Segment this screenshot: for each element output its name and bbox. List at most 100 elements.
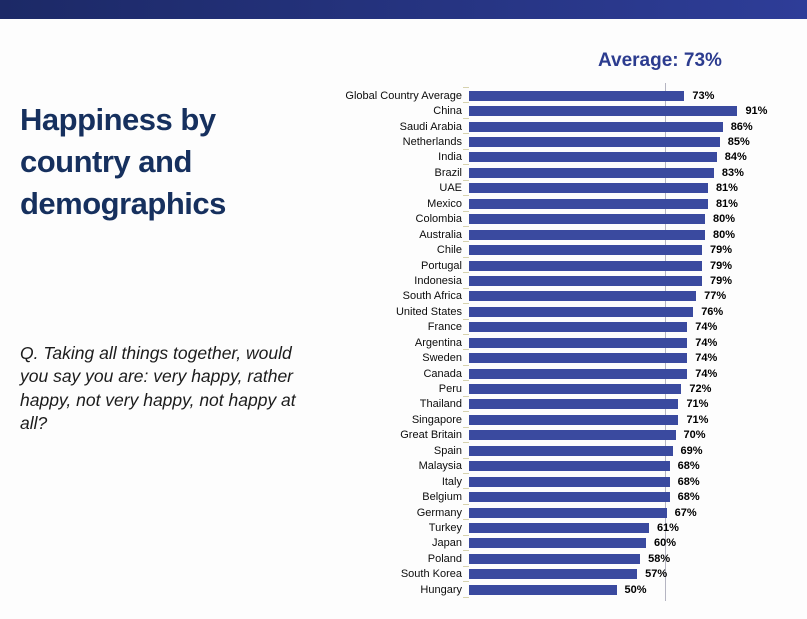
chart-row: Canada 74% xyxy=(336,364,801,381)
country-label: Spain xyxy=(433,444,462,457)
bar xyxy=(469,306,694,317)
bar xyxy=(469,291,697,302)
country-label: Netherlands xyxy=(402,136,462,149)
value-label: 67% xyxy=(674,506,697,519)
bar xyxy=(469,183,708,194)
country-label: Australia xyxy=(419,228,462,241)
chart-row: Hungary 50% xyxy=(336,580,801,599)
value-label: 86% xyxy=(730,120,753,133)
bar xyxy=(469,121,723,132)
value-label: 79% xyxy=(710,274,733,287)
chart-row: Argentina 74% xyxy=(336,333,801,350)
value-label: 81% xyxy=(715,182,738,195)
country-label: Argentina xyxy=(414,336,462,349)
country-label: Germany xyxy=(416,506,462,519)
value-label: 80% xyxy=(713,213,736,226)
bar xyxy=(469,384,682,395)
chart-row: Singapore 71% xyxy=(336,411,801,427)
country-label: Great Britain xyxy=(400,429,462,442)
country-label: Brazil xyxy=(434,166,462,179)
chart-row: Sweden 74% xyxy=(336,349,801,365)
country-label: Global Country Average xyxy=(345,89,462,102)
chart-row: South Africa 77% xyxy=(336,287,801,304)
country-label: Japan xyxy=(432,537,462,550)
bar xyxy=(469,445,673,456)
bar xyxy=(469,569,638,580)
value-label: 71% xyxy=(686,398,709,411)
bar xyxy=(469,198,708,209)
country-label: Canada xyxy=(423,367,462,380)
top-banner xyxy=(0,0,807,19)
country-label: Singapore xyxy=(411,413,462,426)
chart-row: Spain 69% xyxy=(336,442,801,458)
survey-question-text: Q. Taking all things together, would you… xyxy=(20,342,296,434)
value-label: 72% xyxy=(689,383,712,396)
country-label: Colombia xyxy=(415,213,462,226)
chart-row: United States 76% xyxy=(336,303,801,319)
chart-row: Colombia 80% xyxy=(336,210,801,227)
bar xyxy=(469,507,667,518)
country-label: South Korea xyxy=(400,568,462,581)
value-label: 76% xyxy=(701,305,724,318)
chart-row: Australia 80% xyxy=(336,225,801,242)
chart-row: Italy 68% xyxy=(336,472,801,489)
country-label: Peru xyxy=(438,383,462,396)
value-label: 68% xyxy=(677,491,700,504)
value-label: 79% xyxy=(710,244,733,257)
country-label: Sweden xyxy=(422,352,462,365)
bar xyxy=(469,167,714,178)
bar xyxy=(469,353,688,364)
country-label: India xyxy=(438,151,462,164)
country-label: China xyxy=(433,105,462,118)
value-label: 79% xyxy=(710,259,733,272)
bar xyxy=(469,414,679,425)
bar xyxy=(469,492,670,503)
country-label: Hungary xyxy=(420,583,462,596)
bar xyxy=(469,275,703,286)
page-title: Happiness by country and demographics xyxy=(20,101,226,221)
chart-row: Belgium 68% xyxy=(336,488,801,504)
country-label: Saudi Arabia xyxy=(399,120,462,133)
chart-row: Thailand 71% xyxy=(336,395,801,412)
chart-row: Germany 67% xyxy=(336,503,801,520)
bar xyxy=(469,368,688,379)
average-value-label: Average: 73% xyxy=(598,50,722,71)
country-label: Turkey xyxy=(428,521,462,534)
country-label: Poland xyxy=(427,552,462,565)
chart-row: Peru 72% xyxy=(336,380,801,396)
chart-row: Japan 60% xyxy=(336,534,801,551)
value-label: 61% xyxy=(656,521,679,534)
bar xyxy=(469,90,685,101)
chart-row: Saudi Arabia 86% xyxy=(336,117,801,134)
country-label: UAE xyxy=(439,182,462,195)
value-label: 69% xyxy=(680,444,703,457)
value-label: 58% xyxy=(648,552,671,565)
bar xyxy=(469,553,641,564)
country-label: Italy xyxy=(441,475,462,488)
bar xyxy=(469,245,703,256)
value-label: 57% xyxy=(645,568,668,581)
chart-row: China 91% xyxy=(336,102,801,118)
value-label: 80% xyxy=(713,228,736,241)
chart-row: UAE 81% xyxy=(336,179,801,196)
country-label: Portugal xyxy=(421,259,462,272)
value-label: 77% xyxy=(704,290,727,303)
value-label: 74% xyxy=(695,321,718,334)
bar xyxy=(469,461,670,472)
bar xyxy=(469,152,717,163)
country-label: Chile xyxy=(436,244,462,257)
value-label: 68% xyxy=(677,475,700,488)
country-label: Thailand xyxy=(419,398,462,411)
value-label: 85% xyxy=(727,136,750,149)
chart-row: Netherlands 85% xyxy=(336,133,801,149)
value-label: 71% xyxy=(686,413,709,426)
chart-row: Turkey 61% xyxy=(336,519,801,535)
country-label: Indonesia xyxy=(414,274,462,287)
bar xyxy=(469,106,738,117)
chart-row: Portugal 79% xyxy=(336,256,801,273)
value-label: 74% xyxy=(695,352,718,365)
bar xyxy=(469,430,676,441)
chart-row: Poland 58% xyxy=(336,550,801,566)
value-label: 73% xyxy=(692,89,715,102)
bar xyxy=(469,522,649,533)
